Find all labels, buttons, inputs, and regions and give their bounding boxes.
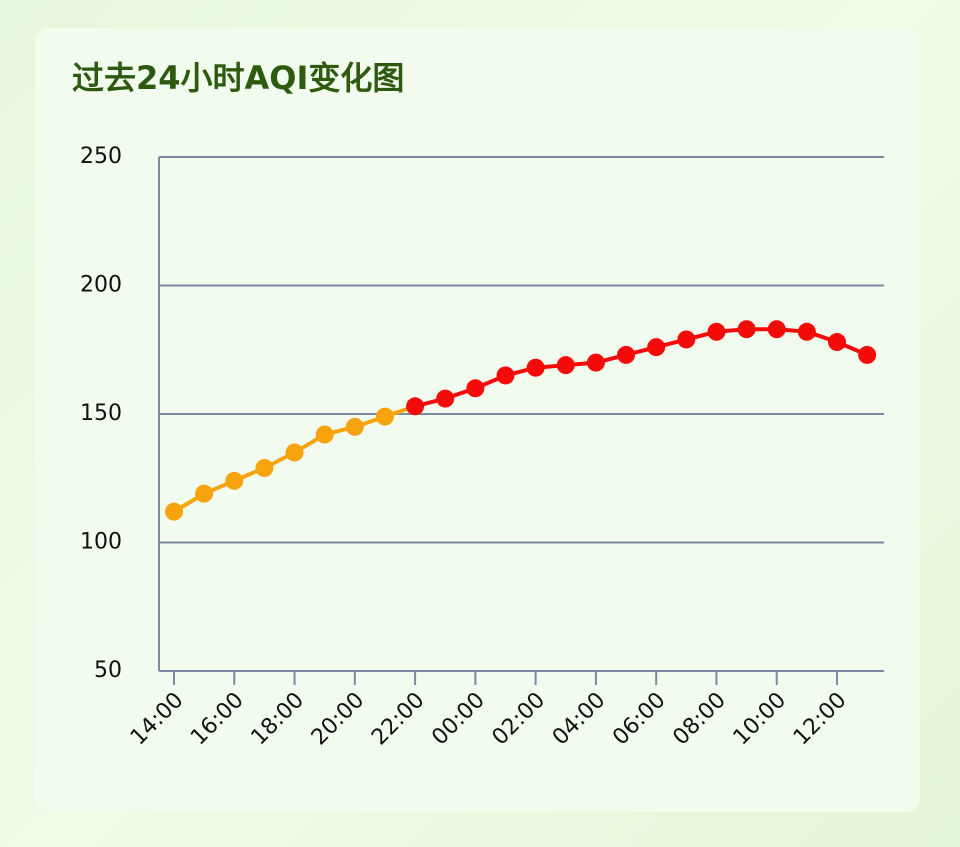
point [737, 320, 756, 339]
point [375, 407, 394, 426]
y-tick-label: 250 [80, 144, 122, 169]
point [647, 338, 666, 357]
chart-title: 过去24小时AQI变化图 [72, 59, 404, 97]
x-tick-label: 16:00 [186, 688, 249, 751]
line [414, 327, 868, 409]
x-tick-label: 04:00 [548, 688, 611, 751]
x-tick-label: 10:00 [729, 688, 792, 751]
x-tick-label: 00:00 [427, 688, 490, 751]
point [797, 322, 816, 341]
point [255, 458, 274, 477]
point [677, 330, 696, 349]
x-tick-label: 08:00 [668, 688, 731, 751]
point [406, 397, 425, 416]
point [767, 320, 786, 339]
x-tick-label: 12:00 [789, 688, 852, 751]
point [496, 366, 515, 385]
point [858, 345, 877, 364]
x-tick-label: 06:00 [608, 688, 671, 751]
point [828, 333, 846, 352]
x-tick-label: 02:00 [488, 688, 551, 751]
point [345, 417, 364, 436]
x-tick-label: 22:00 [367, 688, 430, 751]
x-tick-label: 18:00 [247, 688, 310, 751]
point [466, 379, 485, 398]
y-tick-label: 200 [80, 273, 122, 298]
point [707, 322, 726, 341]
point [165, 502, 183, 521]
point [436, 389, 455, 408]
point [195, 484, 214, 503]
point [586, 353, 605, 372]
point [225, 471, 244, 490]
point [315, 425, 334, 444]
point [285, 443, 304, 462]
y-tick-label: 100 [80, 530, 122, 555]
y-tick-label: 150 [80, 401, 122, 426]
chart-card [35, 28, 920, 812]
x-tick-label: 20:00 [307, 688, 370, 751]
point [556, 356, 575, 375]
point [526, 358, 545, 377]
x-tick-label: 14:00 [126, 688, 189, 751]
point [617, 345, 636, 364]
y-tick-label: 50 [94, 658, 122, 683]
